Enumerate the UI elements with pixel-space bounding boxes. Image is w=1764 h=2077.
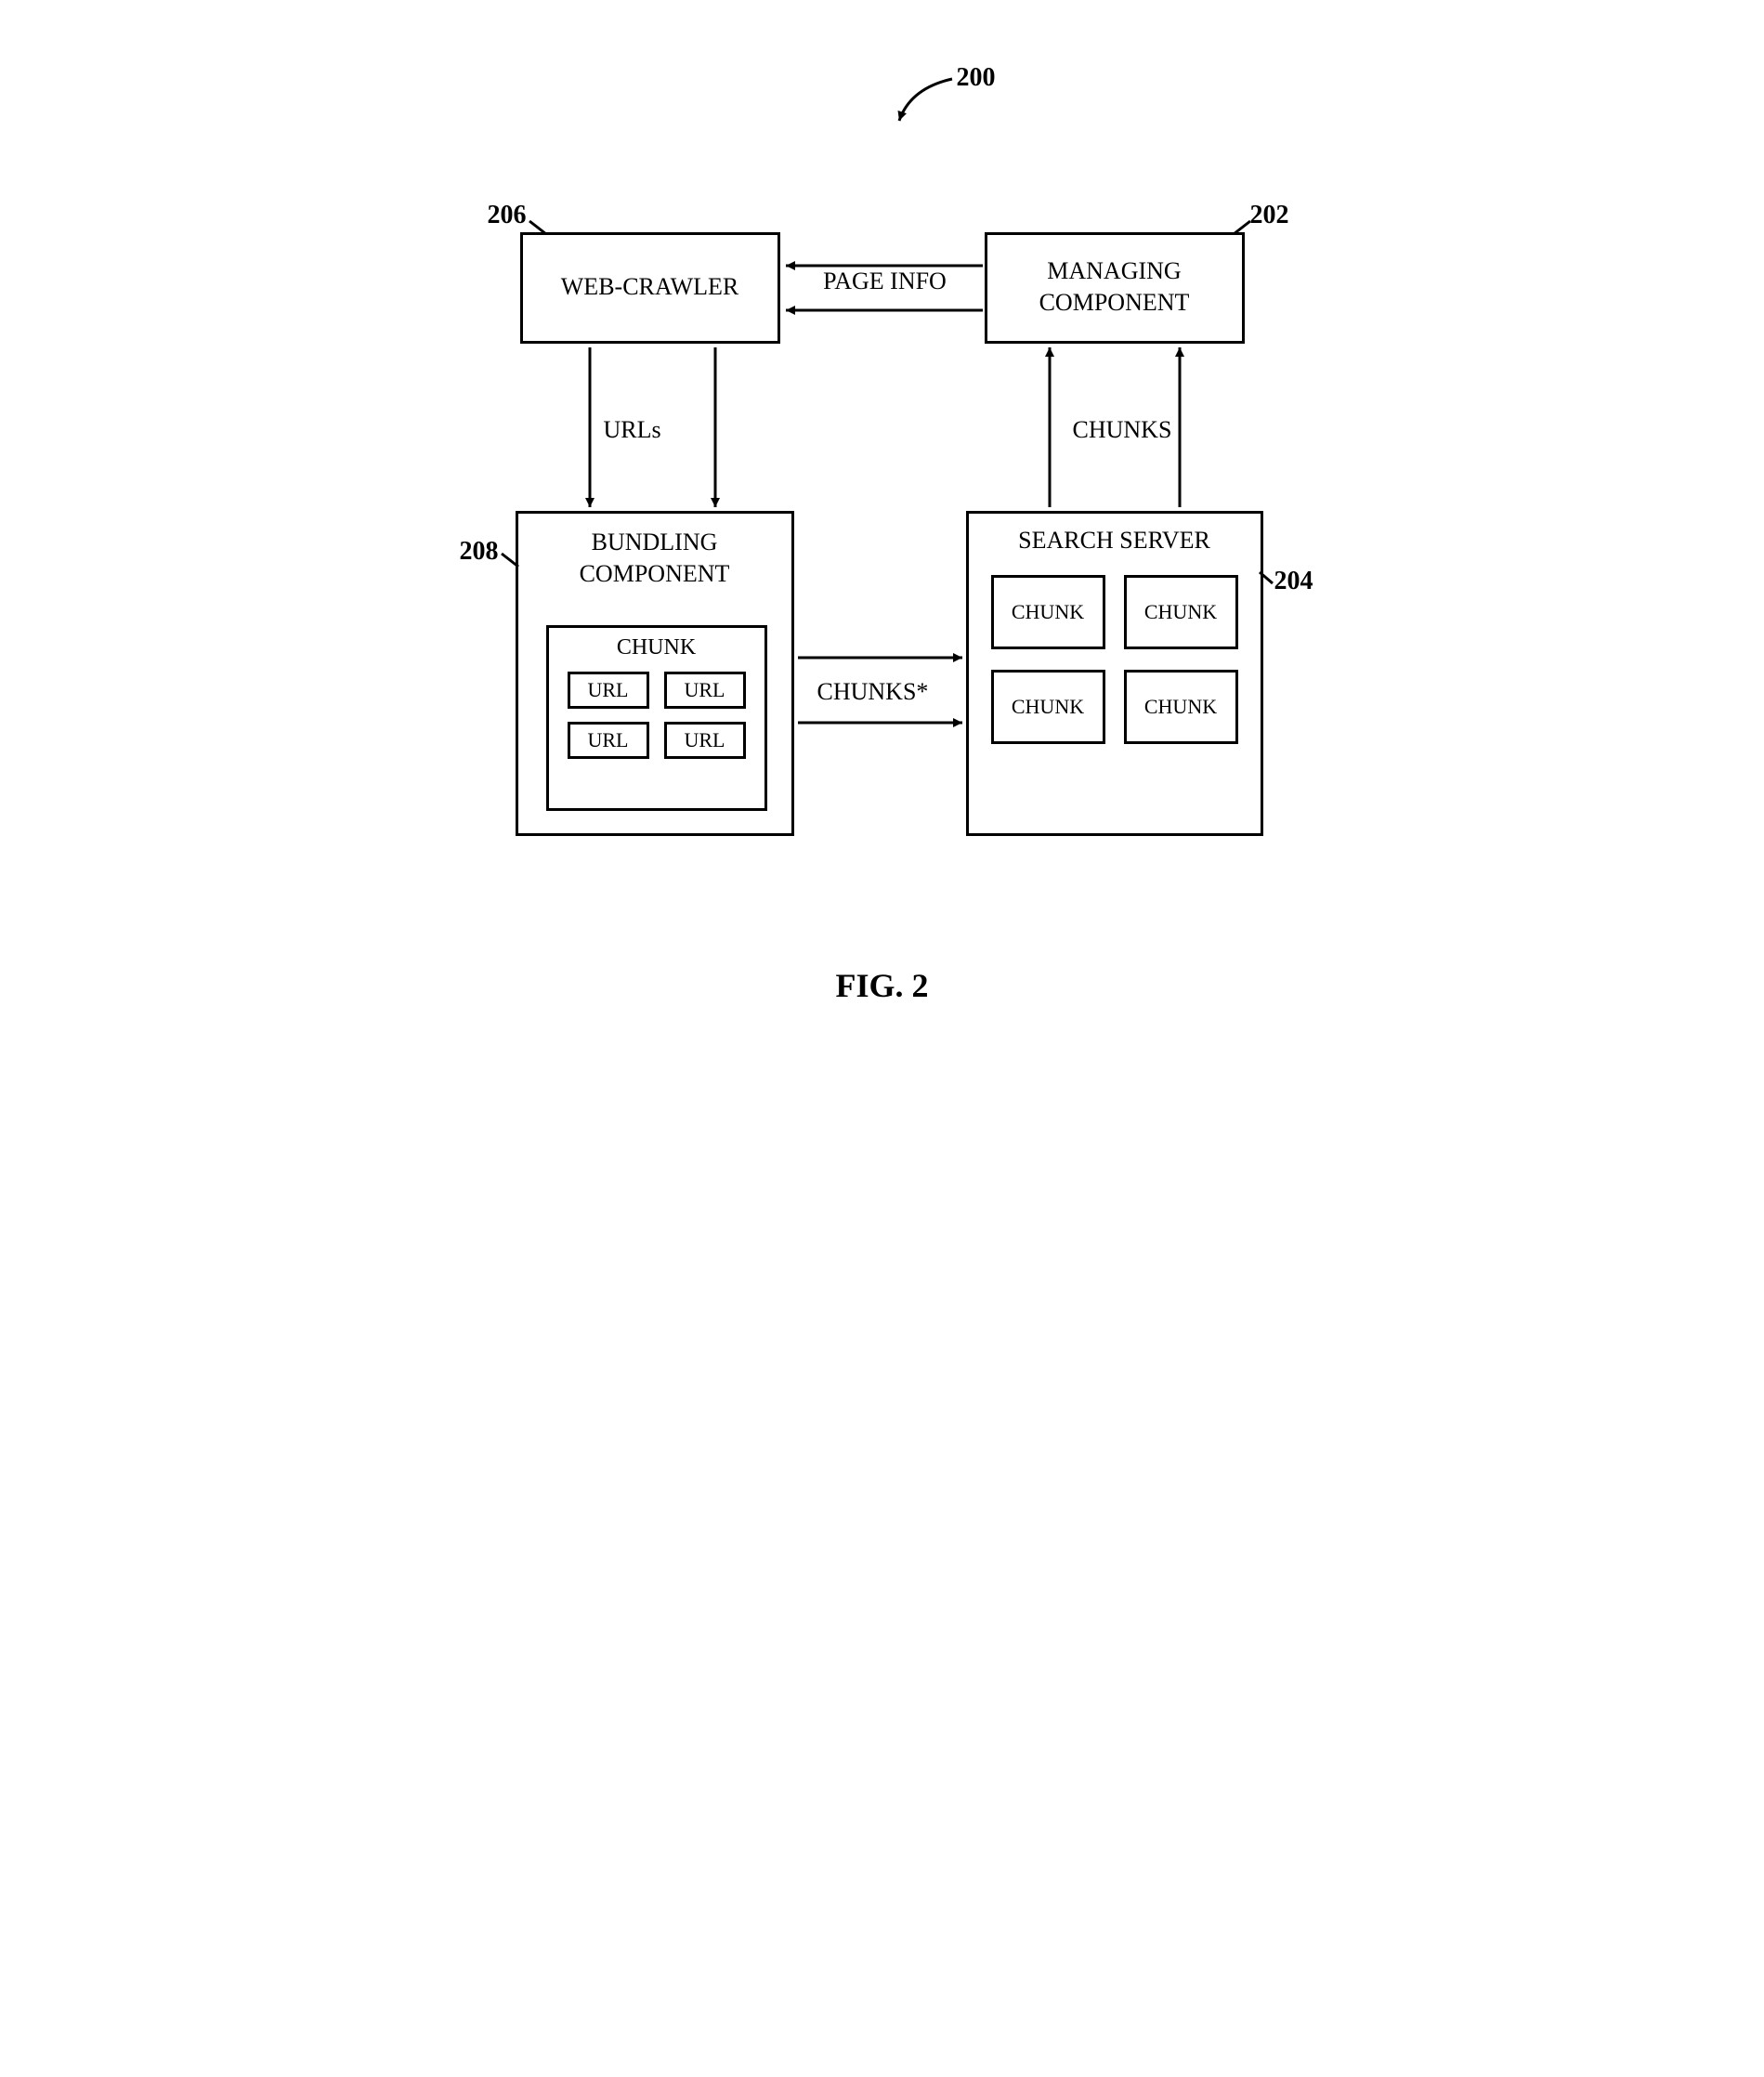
ref-208: 208 [460, 537, 499, 567]
urls-label: URLs [604, 416, 661, 444]
chunk-cell: CHUNK [1124, 575, 1238, 649]
bundling-chunk-box: CHUNK URL URL URL URL [546, 625, 767, 811]
chunk-cell: CHUNK [1124, 670, 1238, 744]
managing-component-label: MANAGING COMPONENT [1032, 246, 1197, 330]
chunks-label: CHUNKS [1073, 416, 1172, 444]
web-crawler-box: WEB-CRAWLER [520, 232, 780, 344]
figure-caption: FIG. 2 [835, 966, 928, 1005]
bundling-chunk-label: CHUNK [549, 628, 764, 670]
chunks-star-label: CHUNKS* [817, 678, 929, 706]
url-cell: URL [568, 722, 649, 759]
diagram-canvas: WEB-CRAWLER MANAGING COMPONENT BUNDLING … [437, 37, 1328, 1087]
url-cell: URL [664, 672, 746, 709]
bundling-component-label: BUNDLING COMPONENT [518, 514, 791, 601]
bundling-component-box: BUNDLING COMPONENT CHUNK URL URL URL URL [516, 511, 794, 836]
search-server-box: SEARCH SERVER CHUNK CHUNK CHUNK CHUNK [966, 511, 1263, 836]
chunk-cell: CHUNK [991, 575, 1105, 649]
search-server-label: SEARCH SERVER [969, 514, 1261, 566]
url-cell: URL [568, 672, 649, 709]
web-crawler-label: WEB-CRAWLER [554, 262, 746, 314]
url-cell: URL [664, 722, 746, 759]
chunk-cell: CHUNK [991, 670, 1105, 744]
ref-204: 204 [1274, 567, 1313, 596]
ref-202: 202 [1250, 201, 1289, 230]
page-info-label: PAGE INFO [806, 268, 964, 295]
ref-206: 206 [488, 201, 527, 230]
managing-component-box: MANAGING COMPONENT [985, 232, 1245, 344]
ref-main: 200 [957, 63, 996, 93]
